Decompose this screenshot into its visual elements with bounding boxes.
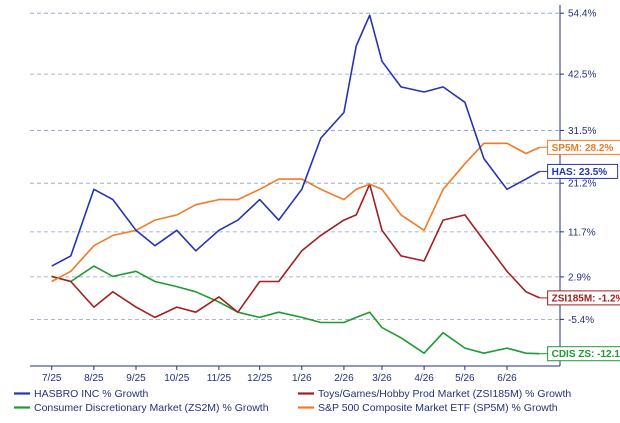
y-tick-label: 54.4%	[568, 9, 596, 20]
series-lines	[51, 14, 540, 355]
legend-label: Consumer Discretionary Market (ZS2M) % G…	[34, 402, 269, 414]
end-tag-label: CDIS ZS: -12.1%	[552, 349, 620, 360]
x-tick-label: 6/26	[497, 373, 517, 384]
legend-label: Toys/Games/Hobby Prod Market (ZSI185M) %…	[318, 388, 571, 400]
end-tag-label: ZSI185M: -1.2%	[552, 293, 620, 304]
end-value-tags: HAS: 23.5% ZSI185M: -1.2% CDIS ZS: -12.1% S…	[539, 139, 620, 362]
end-tag-label: HAS: 23.5%	[552, 167, 608, 178]
x-axis-ticks: 7/25 8/25 9/25 10/25 11/25 12/25 1/26 2/26 3/26 4…	[42, 366, 517, 384]
series-line-3	[51, 142, 540, 283]
legend-label: S&P 500 Composite Market ETF (SP5M) % Gr…	[318, 402, 558, 414]
x-tick-label: 7/25	[42, 373, 62, 384]
series-line-1	[51, 183, 540, 319]
series-line-0	[51, 14, 540, 267]
y-tick-label: 42.5%	[568, 70, 596, 81]
end-tag-box	[547, 163, 619, 179]
y-tick-label: 11.7%	[568, 227, 596, 238]
y-tick-label: 2.9%	[568, 272, 591, 283]
x-tick-label: 5/26	[455, 373, 475, 384]
x-tick-label: 11/25	[207, 373, 232, 384]
x-tick-label: 8/25	[84, 373, 104, 384]
gridlines	[30, 12, 560, 320]
x-tick-label: 12/25	[247, 373, 272, 384]
legend-label: HASBRO INC % Growth	[34, 388, 149, 400]
legend: HASBRO INC % Growth Toys/Games/Hobby Prod…	[14, 388, 571, 414]
y-tick-label: 21.2%	[568, 179, 596, 190]
end-tag-box	[547, 290, 620, 306]
y-tick-label: 31.5%	[568, 126, 596, 137]
x-tick-label: 10/25	[164, 373, 189, 384]
end-tag-box	[547, 139, 620, 155]
series-line-2	[51, 265, 540, 355]
x-tick-label: 4/26	[414, 373, 434, 384]
end-tag-box	[547, 346, 620, 362]
end-tag-label: SP5M: 28.2%	[552, 143, 614, 154]
x-tick-label: 9/25	[126, 373, 146, 384]
x-tick-label: 3/26	[372, 373, 392, 384]
y-axis-ticks: 54.4% 42.5% 31.5% 21.2% 11.7% 2.9% -5.4%	[560, 9, 596, 326]
y-tick-label: -5.4%	[568, 315, 594, 326]
x-tick-label: 1/26	[292, 373, 312, 384]
x-tick-label: 2/26	[334, 373, 354, 384]
